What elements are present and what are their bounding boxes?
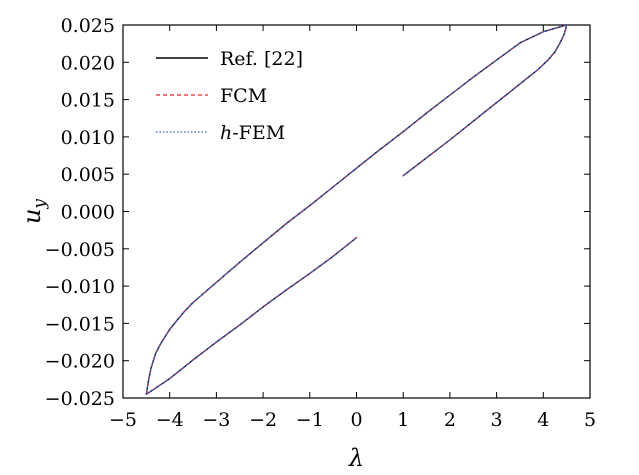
y-tick-label: 0.005 bbox=[61, 164, 115, 186]
x-tick-label: 4 bbox=[537, 409, 549, 431]
x-axis-ticks: −5 −4 −3 −2 −1 0 1 2 3 4 5 bbox=[109, 25, 596, 431]
curve-h-fem-segment-2 bbox=[402, 24, 568, 177]
y-tick-label: −0.025 bbox=[45, 388, 115, 410]
x-tick-label: −1 bbox=[296, 409, 324, 431]
x-tick-label: 2 bbox=[444, 409, 456, 431]
legend-label: Ref. [22] bbox=[220, 48, 303, 70]
y-axis-title-main: u bbox=[18, 209, 46, 224]
legend-label: FCM bbox=[220, 85, 267, 107]
x-tick-label: −4 bbox=[156, 409, 184, 431]
y-axis-title: uy bbox=[18, 199, 50, 224]
y-tick-label: 0.000 bbox=[61, 202, 115, 224]
curve-ref-22-segment-1 bbox=[145, 24, 568, 395]
x-tick-label: 1 bbox=[397, 409, 409, 431]
plot-area: −5 −4 −3 −2 −1 0 1 2 3 4 5 0.0250.0200.0150.0100.0… bbox=[45, 15, 596, 431]
curve-ref-22-segment-2 bbox=[402, 24, 568, 177]
x-axis-title: λ bbox=[348, 444, 364, 472]
legend-label: h-FEM bbox=[220, 122, 285, 144]
curve-h-fem-segment-1 bbox=[145, 24, 568, 395]
y-axis-title-sub: y bbox=[30, 199, 50, 210]
y-tick-label: −0.020 bbox=[45, 351, 115, 373]
data-curves bbox=[145, 24, 568, 395]
y-tick-label: −0.005 bbox=[45, 239, 115, 261]
y-axis-ticks: 0.025 0.020 0.015 0.010 0.005 0.000 −0.005 −0.0… bbox=[45, 15, 590, 410]
curve-fcm-segment-1 bbox=[145, 24, 568, 395]
curve-fcm-segment-2 bbox=[402, 24, 568, 177]
curve-h-fem-segment-3 bbox=[145, 237, 358, 395]
svg-text:uy: uy bbox=[18, 199, 50, 224]
x-tick-label: −5 bbox=[109, 409, 137, 431]
y-tick-label: 0.020 bbox=[61, 52, 115, 74]
y-tick-label: 0.015 bbox=[61, 90, 115, 112]
y-tick-label: 0.025 bbox=[61, 15, 115, 37]
x-tick-label: −3 bbox=[202, 409, 230, 431]
y-tick-label: 0.010 bbox=[61, 127, 115, 149]
y-tick-label: −0.015 bbox=[45, 313, 115, 335]
y-tick-label: −0.010 bbox=[45, 276, 115, 298]
x-tick-label: 0 bbox=[350, 409, 362, 431]
x-tick-label: 3 bbox=[491, 409, 503, 431]
x-tick-label: 5 bbox=[584, 409, 596, 431]
plot-frame bbox=[122, 24, 591, 399]
x-tick-label: −2 bbox=[249, 409, 277, 431]
legend: Ref. [22] FCM h-FEM bbox=[156, 48, 303, 144]
